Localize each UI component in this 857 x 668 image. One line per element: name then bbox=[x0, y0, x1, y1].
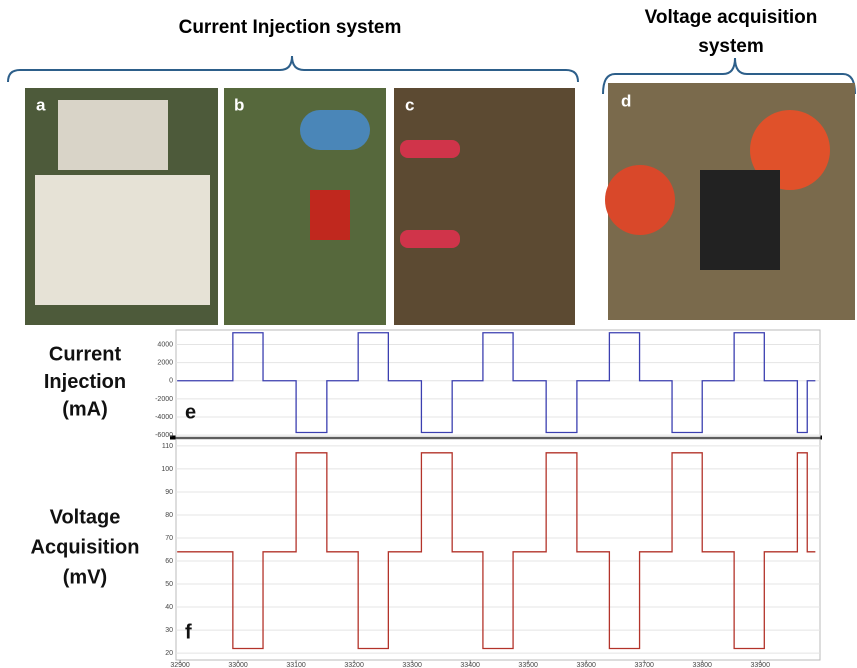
y-axis-label: (mA) bbox=[62, 398, 108, 420]
panel-letter: c bbox=[405, 95, 414, 114]
y-tick-label: 100 bbox=[161, 466, 173, 473]
x-tick-label: 33400 bbox=[460, 662, 480, 668]
y-tick-label: 40 bbox=[165, 604, 173, 611]
x-tick-label: 33600 bbox=[576, 662, 596, 668]
plot-area bbox=[176, 330, 820, 437]
panel-letter: a bbox=[36, 95, 46, 114]
y-axis-label: (mV) bbox=[63, 566, 107, 588]
y-tick-label: 0 bbox=[169, 378, 173, 385]
y-axis-label: Injection bbox=[44, 371, 126, 393]
photo bbox=[394, 88, 575, 325]
y-tick-label: 50 bbox=[165, 581, 173, 588]
y-tick-label: -6000 bbox=[155, 432, 173, 439]
y-tick-label: 90 bbox=[165, 489, 173, 496]
photo-detail bbox=[400, 230, 460, 248]
photo-detail bbox=[310, 190, 350, 240]
figure: Current Injection system Voltage acquisi… bbox=[0, 0, 857, 668]
photo-detail bbox=[300, 110, 370, 150]
x-tick-label: 33100 bbox=[286, 662, 306, 668]
panel-letter: b bbox=[234, 95, 244, 114]
x-tick-label: 33500 bbox=[518, 662, 538, 668]
photo-detail bbox=[700, 170, 780, 270]
x-tick-label: 33200 bbox=[344, 662, 364, 668]
y-tick-label: -2000 bbox=[155, 396, 173, 403]
photo-detail bbox=[35, 175, 210, 305]
y-tick-label: -4000 bbox=[155, 414, 173, 421]
y-tick-label: 4000 bbox=[157, 341, 173, 348]
y-tick-label: 60 bbox=[165, 558, 173, 565]
y-tick-label: 2000 bbox=[157, 359, 173, 366]
panel-letter: f bbox=[185, 621, 192, 643]
y-tick-label: 20 bbox=[165, 650, 173, 657]
panel-letter: d bbox=[621, 91, 631, 110]
y-axis-label: Current bbox=[49, 343, 122, 365]
panel-letter: e bbox=[185, 401, 196, 423]
photo-detail bbox=[605, 165, 675, 235]
heading: Current Injection system bbox=[179, 17, 402, 38]
y-tick-label: 30 bbox=[165, 627, 173, 634]
photo-detail bbox=[58, 100, 168, 170]
heading: system bbox=[698, 36, 764, 57]
plot-area bbox=[176, 439, 820, 660]
x-tick-label: 33300 bbox=[402, 662, 422, 668]
x-tick-label: 32900 bbox=[170, 662, 190, 668]
x-tick-label: 33700 bbox=[634, 662, 654, 668]
x-tick-label: 33000 bbox=[228, 662, 248, 668]
x-tick-label: 33800 bbox=[692, 662, 712, 668]
x-tick-label: 33900 bbox=[751, 662, 771, 668]
y-tick-label: 80 bbox=[165, 512, 173, 519]
y-axis-label: Acquisition bbox=[31, 536, 140, 558]
y-tick-label: 70 bbox=[165, 535, 173, 542]
y-axis-label: Voltage bbox=[50, 506, 121, 528]
y-tick-label: 110 bbox=[162, 443, 173, 450]
photo-detail bbox=[400, 140, 460, 158]
heading: Voltage acquisition bbox=[645, 7, 818, 28]
brace bbox=[8, 56, 578, 82]
